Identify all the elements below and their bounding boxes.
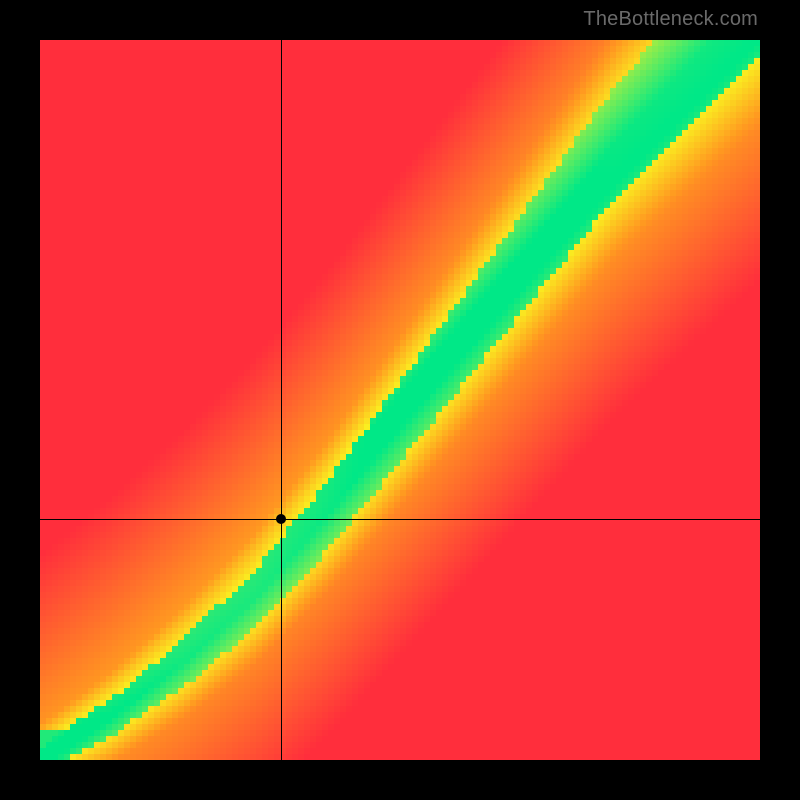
heatmap-canvas [40,40,760,760]
plot-area [40,40,760,760]
watermark-text: TheBottleneck.com [583,8,758,31]
chart-frame: TheBottleneck.com [0,0,800,800]
